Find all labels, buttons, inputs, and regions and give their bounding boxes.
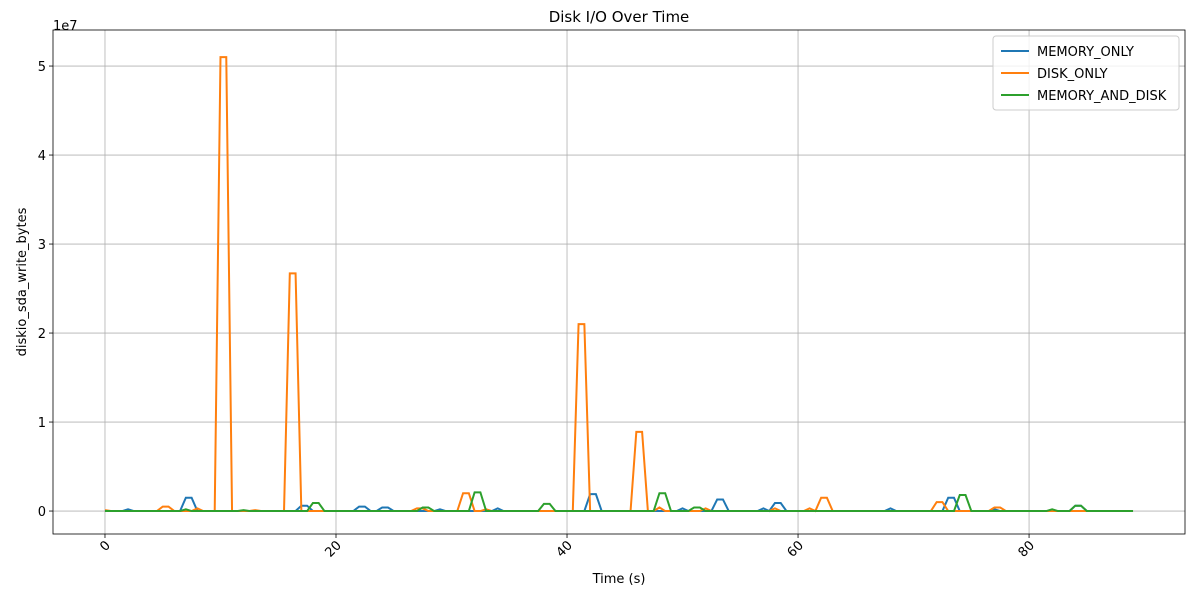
y-tick-label: 1 bbox=[38, 416, 46, 431]
series-line bbox=[104, 493, 1134, 513]
series-line bbox=[104, 56, 1134, 513]
legend-label: DISK_ONLY bbox=[1037, 67, 1108, 82]
legend-label: MEMORY_AND_DISK bbox=[1037, 89, 1167, 104]
series-line bbox=[104, 491, 1134, 513]
y-tick-label: 4 bbox=[38, 149, 46, 164]
plot-frame bbox=[52, 29, 1186, 535]
x-tick-label: 60 bbox=[785, 538, 807, 560]
chart-title: Disk I/O Over Time bbox=[549, 8, 690, 26]
y-tick-label: 3 bbox=[38, 238, 46, 253]
y-tick-label: 5 bbox=[38, 60, 46, 75]
x-tick-label: 20 bbox=[323, 538, 345, 560]
legend-label: MEMORY_ONLY bbox=[1037, 45, 1134, 60]
y-offset-label: 1e7 bbox=[53, 19, 78, 34]
y-tick-label: 2 bbox=[38, 327, 46, 342]
legend-box bbox=[992, 35, 1180, 111]
y-axis-label: diskio_sda_write_bytes bbox=[15, 207, 30, 356]
x-tick-label: 40 bbox=[554, 538, 576, 560]
x-axis-label: Time (s) bbox=[592, 572, 646, 587]
legend: MEMORY_ONLY DISK_ONLY MEMORY_AND_DISK bbox=[992, 35, 1180, 111]
x-tick-label: 80 bbox=[1016, 538, 1038, 560]
x-tick-label: 0 bbox=[97, 538, 113, 554]
y-tick-label: 0 bbox=[38, 505, 46, 520]
